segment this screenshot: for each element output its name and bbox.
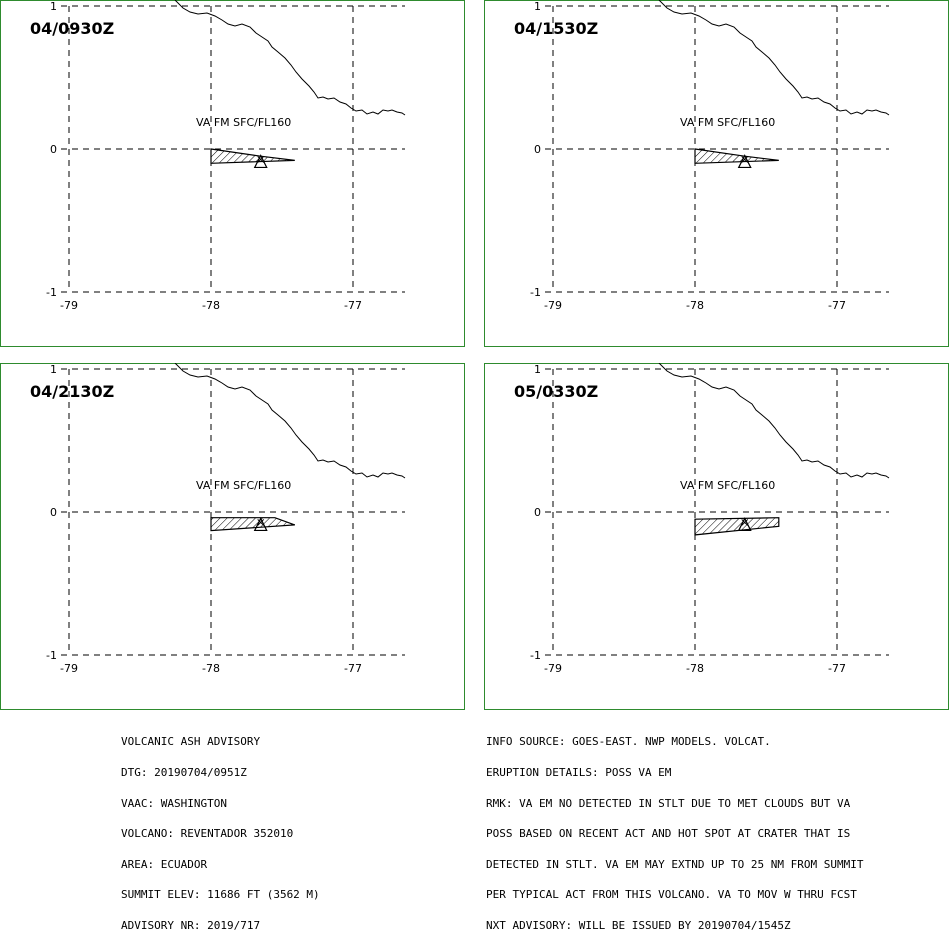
panel-map: -79 -78 -77 1 0 -1 04/2130Z VA FM SFC/FL160: [0, 363, 465, 710]
forecast-panel-2: -79 -78 -77 1 0 -1 04/1530Z VA FM SFC/FL160: [484, 0, 949, 347]
panel-frame: [0, 363, 465, 710]
advisory-line: AREA: ECUADOR: [121, 857, 208, 871]
panel-frame: [484, 363, 949, 710]
advisory-line: POSS BASED ON RECENT ACT AND HOT SPOT AT…: [486, 827, 851, 841]
volcano-icon: [737, 517, 752, 532]
longitude-tick-label: -78: [202, 299, 220, 312]
volcano-icon-mark: [741, 519, 749, 526]
panel-frame: [484, 0, 949, 347]
panel-time-label: 04/2130Z: [30, 382, 114, 401]
volcano-icon: [737, 154, 752, 169]
volcano-icon: [253, 517, 268, 532]
latitude-tick-label: 1: [50, 363, 57, 376]
longitude-tick-label: -79: [60, 662, 78, 675]
longitude-tick-label: -79: [544, 299, 562, 312]
ash-cloud-area: [210, 148, 295, 164]
advisory-line: DTG: 20190704/0951Z: [121, 766, 247, 779]
ash-level-label: VA FM SFC/FL160: [196, 479, 291, 492]
latitude-tick-label: 0: [534, 506, 541, 519]
advisory-line: ADVISORY NR: 2019/717: [121, 918, 261, 932]
longitude-tick-label: -77: [344, 662, 362, 675]
latitude-tick-label: 0: [534, 143, 541, 156]
panel-time-label: 04/1530Z: [514, 19, 598, 38]
advisory-line: ERUPTION DETAILS: POSS VA EM: [486, 766, 672, 779]
advisory-line: DETECTED IN STLT. VA EM MAY EXTND UP TO …: [486, 857, 864, 871]
ash-cloud-area: [210, 517, 296, 532]
latitude-tick-label: 1: [50, 0, 57, 13]
longitude-tick-label: -79: [60, 299, 78, 312]
volcano-icon-mark: [257, 519, 265, 526]
advisory-line: NXT ADVISORY: WILL BE ISSUED BY 20190704…: [486, 918, 791, 932]
advisory-line: RMK: VA EM NO DETECTED IN STLT DUE TO ME…: [486, 796, 851, 810]
longitude-tick-label: -78: [686, 662, 704, 675]
panel-map: -79 -78 -77 1 0 -1 05/0330Z VA FM SFC/FL160: [484, 363, 949, 710]
ash-level-label: VA FM SFC/FL160: [680, 479, 775, 492]
ash-cloud-area: [694, 517, 780, 536]
coastline: [174, 0, 406, 116]
advisory-line: VOLCANIC ASH ADVISORY: [121, 735, 261, 749]
ash-cloud-area: [694, 148, 779, 164]
latitude-tick-label: 0: [50, 506, 57, 519]
ash-level-label: VA FM SFC/FL160: [196, 116, 291, 129]
advisory-line: VAAC: WASHINGTON: [121, 796, 227, 810]
latitude-tick-label: -1: [46, 649, 57, 662]
longitude-tick-label: -79: [544, 662, 562, 675]
panel-map: -79 -78 -77 1 0 -1 04/0930Z VA FM SFC/FL160: [0, 0, 465, 347]
panel-time-label: 05/0330Z: [514, 382, 598, 401]
advisory-header-text: VOLCANIC ASH ADVISORY DTG: 20190704/0951…: [121, 717, 320, 941]
advisory-line: PER TYPICAL ACT FROM THIS VOLCANO. VA TO…: [486, 888, 857, 902]
advisory-line: VOLCANO: REVENTADOR 352010: [121, 827, 294, 841]
advisory-line: SUMMIT ELEV: 11686 FT (3562 M): [121, 888, 320, 902]
longitude-tick-label: -77: [344, 299, 362, 312]
advisory-line: INFO SOURCE: GOES-EAST. NWP MODELS. VOLC…: [486, 735, 771, 749]
panel-frame: [0, 0, 465, 347]
panel-map: -79 -78 -77 1 0 -1 04/1530Z VA FM SFC/FL160: [484, 0, 949, 347]
volcano-icon-mark: [257, 156, 265, 163]
panel-time-label: 04/0930Z: [30, 19, 114, 38]
forecast-panel-4: -79 -78 -77 1 0 -1 05/0330Z VA FM SFC/FL160: [484, 363, 949, 710]
latitude-tick-label: -1: [530, 286, 541, 299]
latitude-tick-label: 0: [50, 143, 57, 156]
volcano-icon-mark: [741, 156, 749, 163]
longitude-tick-label: -77: [828, 299, 846, 312]
latitude-tick-label: 1: [534, 363, 541, 376]
latitude-tick-label: -1: [530, 649, 541, 662]
longitude-tick-label: -78: [202, 662, 220, 675]
latitude-tick-label: 1: [534, 0, 541, 13]
latitude-tick-label: -1: [46, 286, 57, 299]
advisory-remarks-text: INFO SOURCE: GOES-EAST. NWP MODELS. VOLC…: [486, 717, 864, 941]
longitude-tick-label: -78: [686, 299, 704, 312]
ash-level-label: VA FM SFC/FL160: [680, 116, 775, 129]
longitude-tick-label: -77: [828, 662, 846, 675]
forecast-panel-1: -79 -78 -77 1 0 -1 04/0930Z VA FM SFC/FL160: [0, 0, 465, 347]
volcano-icon: [253, 154, 268, 169]
coastline: [658, 363, 890, 479]
coastline: [658, 0, 890, 116]
forecast-panel-3: -79 -78 -77 1 0 -1 04/2130Z VA FM SFC/FL160: [0, 363, 465, 710]
coastline: [174, 363, 406, 479]
